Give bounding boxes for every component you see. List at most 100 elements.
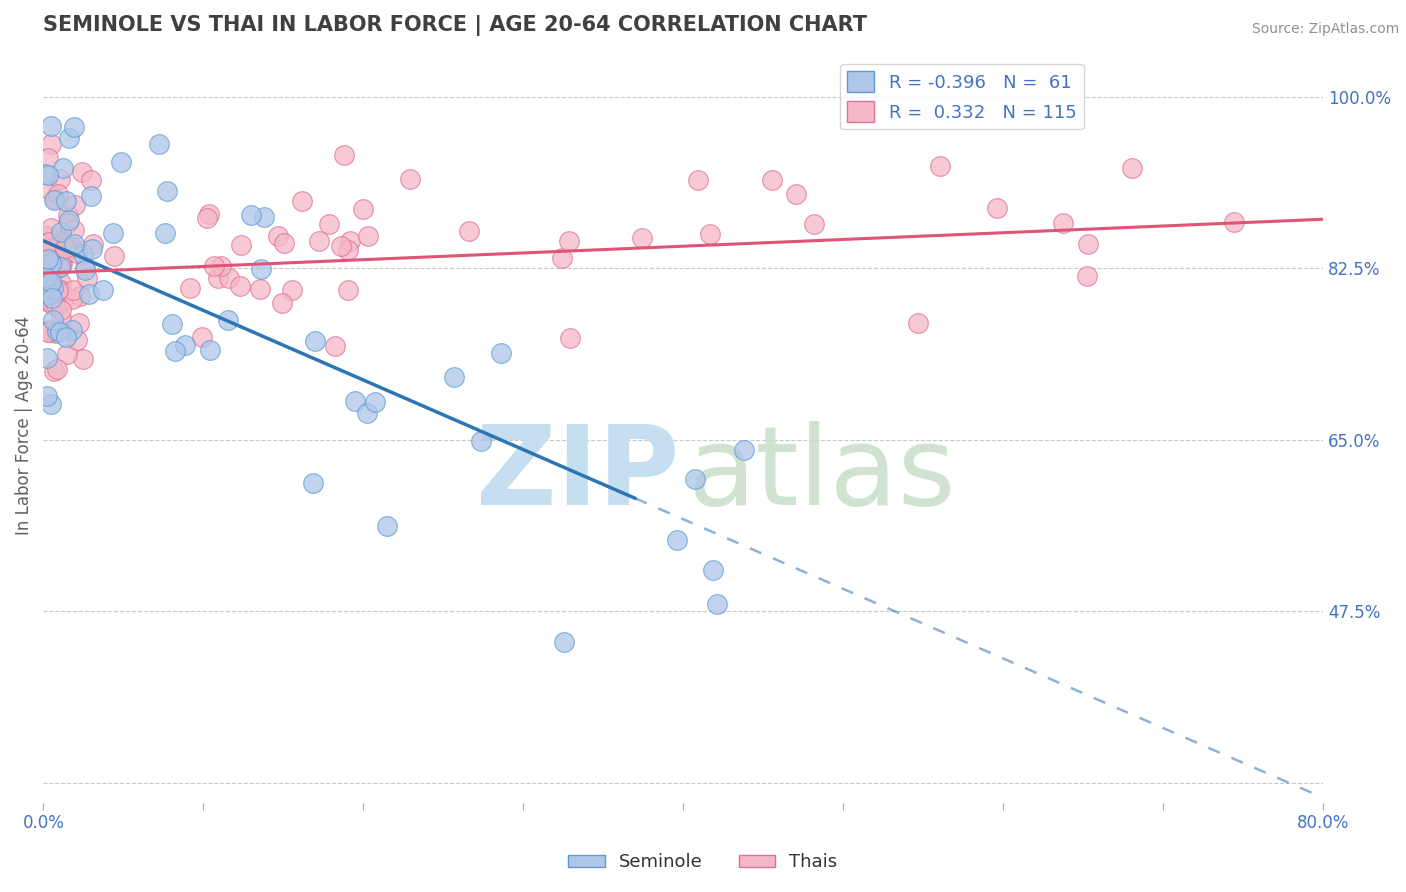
- Point: [80, 188, 103, 202]
- Point: [82, 237, 104, 252]
- Point: [66, 246, 89, 260]
- Point: [1077, 237, 1099, 252]
- Point: [62, 283, 84, 297]
- Point: [37, 246, 59, 260]
- Point: [1052, 216, 1074, 230]
- Point: [558, 235, 581, 249]
- Point: [179, 281, 201, 295]
- Point: [49, 231, 72, 245]
- Point: [489, 346, 512, 360]
- Point: [91, 283, 114, 297]
- Point: [37, 242, 59, 256]
- Point: [39, 136, 62, 151]
- Point: [41, 313, 63, 327]
- Point: [229, 238, 252, 252]
- Point: [67, 316, 90, 330]
- Point: [337, 243, 360, 257]
- Point: [250, 262, 273, 277]
- Point: [339, 235, 361, 249]
- Point: [683, 472, 706, 486]
- Point: [72, 351, 94, 366]
- Point: [986, 201, 1008, 215]
- Point: [53, 241, 76, 255]
- Point: [686, 172, 709, 186]
- Point: [46, 186, 69, 201]
- Point: [49, 258, 72, 272]
- Point: [37, 389, 59, 403]
- Point: [49, 311, 72, 326]
- Point: [337, 283, 360, 297]
- Point: [1076, 269, 1098, 284]
- Point: [165, 343, 187, 358]
- Point: [48, 283, 70, 297]
- Point: [39, 263, 62, 277]
- Point: [38, 245, 60, 260]
- Point: [56, 216, 79, 230]
- Point: [38, 326, 60, 340]
- Point: [63, 223, 86, 237]
- Point: [253, 210, 276, 224]
- Point: [364, 394, 387, 409]
- Point: [51, 225, 73, 239]
- Point: [75, 261, 97, 276]
- Point: [49, 302, 72, 317]
- Legend: Seminole, Thais: Seminole, Thais: [561, 847, 845, 879]
- Point: [229, 278, 252, 293]
- Point: [55, 194, 77, 209]
- Point: [38, 232, 60, 246]
- Point: [45, 252, 67, 266]
- Point: [38, 287, 60, 301]
- Point: [706, 597, 728, 611]
- Point: [702, 563, 724, 577]
- Text: atlas: atlas: [688, 421, 956, 528]
- Point: [174, 338, 197, 352]
- Point: [48, 234, 70, 248]
- Point: [148, 136, 170, 151]
- Point: [907, 316, 929, 330]
- Point: [457, 224, 479, 238]
- Point: [58, 131, 80, 145]
- Point: [32, 260, 55, 274]
- Point: [39, 119, 62, 133]
- Point: [1223, 215, 1246, 229]
- Point: [52, 293, 75, 308]
- Point: [63, 120, 86, 134]
- Point: [204, 259, 226, 273]
- Point: [162, 317, 184, 331]
- Point: [80, 173, 103, 187]
- Point: [58, 208, 80, 222]
- Point: [80, 242, 103, 256]
- Point: [273, 235, 295, 250]
- Text: ZIP: ZIP: [477, 421, 679, 528]
- Point: [323, 339, 346, 353]
- Point: [803, 217, 825, 231]
- Point: [49, 260, 72, 274]
- Point: [44, 363, 66, 377]
- Point: [49, 325, 72, 339]
- Point: [733, 443, 755, 458]
- Point: [52, 249, 75, 263]
- Point: [39, 183, 62, 197]
- Point: [195, 211, 218, 226]
- Point: [699, 227, 721, 242]
- Point: [399, 172, 422, 186]
- Legend: R = -0.396   N =  61, R =  0.332   N = 115: R = -0.396 N = 61, R = 0.332 N = 115: [839, 64, 1084, 129]
- Point: [352, 202, 374, 216]
- Point: [76, 270, 98, 285]
- Point: [41, 291, 63, 305]
- Point: [39, 220, 62, 235]
- Point: [51, 283, 73, 297]
- Point: [58, 242, 80, 256]
- Point: [39, 256, 62, 270]
- Point: [785, 186, 807, 201]
- Point: [553, 635, 575, 649]
- Point: [218, 270, 240, 285]
- Point: [38, 323, 60, 337]
- Point: [631, 231, 654, 245]
- Point: [52, 161, 75, 176]
- Point: [333, 148, 356, 162]
- Point: [34, 167, 56, 181]
- Point: [49, 277, 72, 291]
- Point: [198, 343, 221, 357]
- Point: [37, 228, 59, 243]
